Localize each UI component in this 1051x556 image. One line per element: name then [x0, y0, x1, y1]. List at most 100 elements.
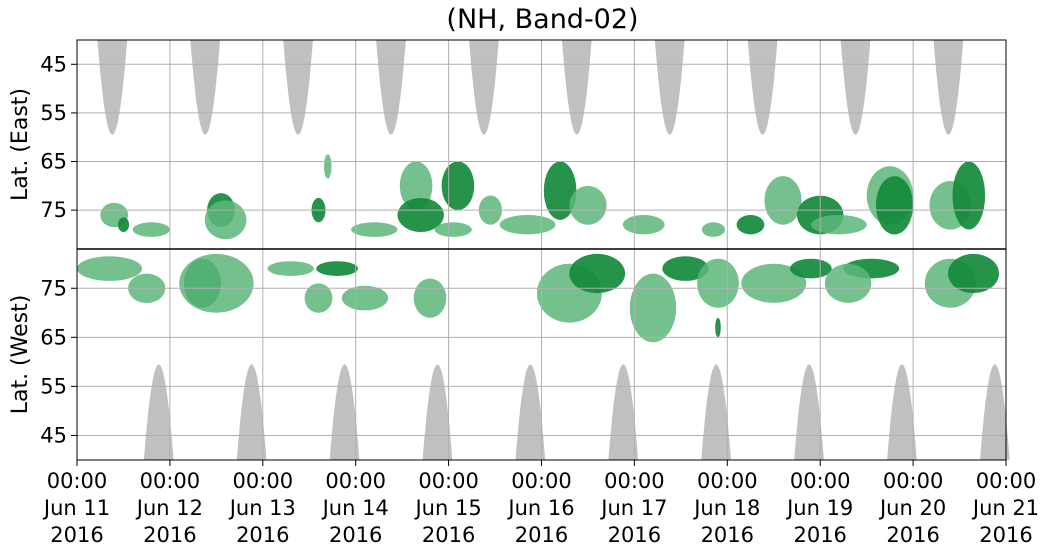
shade-region — [933, 40, 964, 135]
x-tick-label: 2016 — [701, 523, 754, 547]
detection-blob — [810, 215, 867, 235]
detection-blob — [441, 161, 475, 211]
shade-region — [97, 40, 128, 135]
detection-blob — [434, 222, 472, 237]
shade-region — [561, 40, 592, 135]
x-tick-label: 00:00 — [976, 469, 1037, 493]
x-tick-label: 2016 — [515, 523, 568, 547]
detection-blob — [399, 161, 433, 211]
detection-blob — [316, 261, 358, 276]
detection-blob — [790, 258, 832, 279]
shade-region — [515, 364, 546, 460]
y-tick-label-west: 75 — [40, 276, 67, 300]
y-tick-label-east: 45 — [40, 52, 67, 76]
x-tick-label: 2016 — [608, 523, 661, 547]
shade-region — [887, 364, 917, 460]
detection-blob — [736, 215, 765, 235]
detection-blob — [662, 256, 709, 281]
detection-blob — [397, 198, 444, 232]
shade-region — [376, 40, 406, 135]
shade-region — [190, 40, 221, 135]
y-axis-label-east: Lat. (East) — [8, 88, 33, 201]
x-tick-label: 2016 — [422, 523, 475, 547]
x-tick-label: 2016 — [236, 523, 289, 547]
detection-blob — [132, 222, 170, 237]
detection-blob — [351, 222, 398, 237]
shade-region — [840, 40, 871, 135]
detection-blob — [622, 215, 665, 235]
x-tick-label: 2016 — [979, 523, 1032, 547]
labels-layer: 45 55 65 75 75 65 55 45 00:00 Jun 11 2016 00:00 Jun … — [8, 52, 1039, 547]
y-tick-label-east: 55 — [40, 101, 67, 125]
x-tick-label: 00:00 — [883, 469, 944, 493]
shade-region — [794, 364, 824, 460]
grid-layer — [76, 40, 1007, 460]
x-tick-label: Jun 19 — [785, 496, 853, 520]
chart-title: (NH, Band-02) — [446, 4, 639, 35]
shade-region — [608, 364, 639, 460]
shade-region — [979, 364, 1010, 460]
detection-blob — [304, 283, 333, 313]
x-tick-label: 2016 — [329, 523, 382, 547]
detection-blob — [341, 285, 389, 311]
x-tick-label: 00:00 — [418, 469, 479, 493]
x-tick-label: 2016 — [143, 523, 196, 547]
y-tick-label-west: 55 — [40, 374, 67, 398]
x-tick-label: 00:00 — [325, 469, 386, 493]
x-tick-label: Jun 13 — [228, 496, 296, 520]
detection-layer — [77, 154, 999, 343]
detection-blob — [741, 263, 807, 303]
detection-blob — [77, 256, 142, 281]
detection-blob — [697, 258, 739, 308]
detection-blob — [179, 253, 254, 313]
detection-blob — [413, 278, 447, 318]
x-tick-label: 2016 — [886, 523, 939, 547]
detection-blob — [204, 200, 247, 240]
x-tick-label: Jun 18 — [692, 496, 760, 520]
x-tick-label: 00:00 — [233, 469, 294, 493]
y-axis-label-west: Lat. (West) — [8, 295, 33, 415]
shade-region — [329, 364, 360, 460]
shade-region — [701, 364, 732, 460]
detection-blob — [715, 317, 721, 338]
x-tick-label: Jun 14 — [321, 496, 389, 520]
detection-blob — [824, 263, 872, 303]
axes-layer — [71, 39, 1007, 466]
detection-blob — [875, 176, 914, 235]
x-tick-label: 00:00 — [47, 469, 108, 493]
x-tick-label: 00:00 — [604, 469, 665, 493]
shade-region — [654, 40, 685, 135]
x-tick-label: Jun 20 — [878, 496, 946, 520]
detection-blob — [569, 185, 607, 225]
x-tick-label: 00:00 — [790, 469, 851, 493]
detection-blob — [569, 253, 626, 294]
shade-region — [283, 40, 313, 135]
detection-blob — [324, 154, 332, 179]
shade-region — [236, 364, 267, 460]
detection-blob — [952, 161, 986, 230]
y-tick-label-west: 45 — [40, 423, 67, 447]
x-tick-label: 00:00 — [140, 469, 201, 493]
x-tick-label: Jun 12 — [135, 496, 203, 520]
shade-region — [469, 40, 499, 135]
y-tick-label-east: 65 — [40, 150, 67, 174]
shade-region — [747, 40, 778, 135]
x-tick-label: 2016 — [793, 523, 846, 547]
detection-blob — [267, 261, 314, 276]
x-tick-label: Jun 17 — [599, 496, 667, 520]
x-tick-label: Jun 21 — [971, 496, 1039, 520]
shade-region — [143, 364, 174, 460]
detection-blob — [764, 176, 802, 225]
x-tick-label: Jun 11 — [42, 496, 110, 520]
shade-layer — [97, 40, 1010, 460]
x-tick-label: Jun 15 — [413, 496, 481, 520]
detection-blob — [499, 215, 556, 235]
detection-blob — [117, 217, 130, 232]
detection-blob — [543, 161, 577, 220]
x-tick-label: 2016 — [50, 523, 103, 547]
detection-blob — [948, 253, 999, 294]
shade-region — [422, 364, 453, 460]
detection-blob — [629, 273, 677, 343]
detection-blob — [701, 222, 726, 237]
